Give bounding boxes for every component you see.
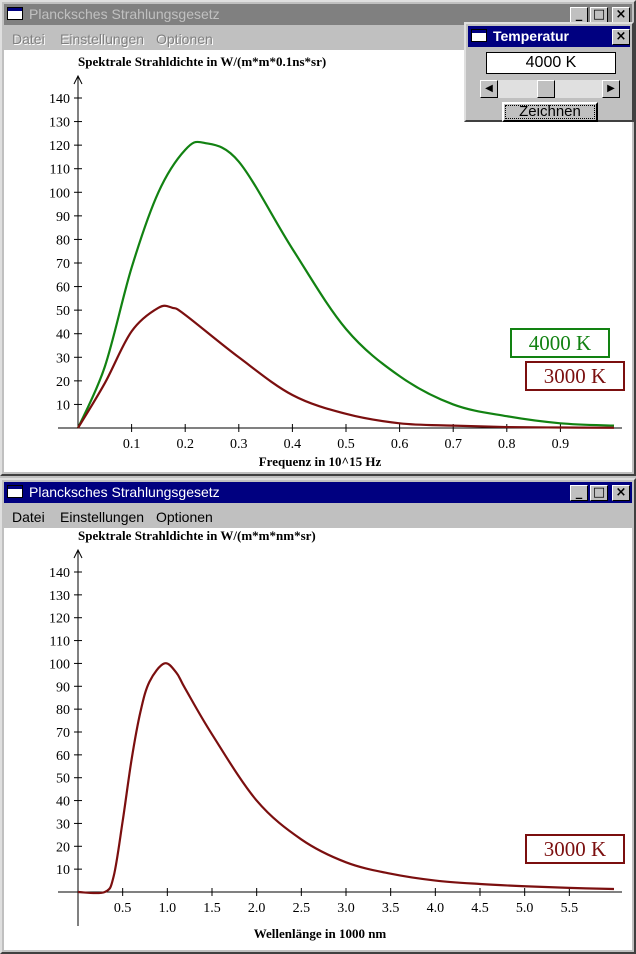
- x-tick-label: 0.7: [444, 437, 462, 452]
- y-tick-label: 110: [50, 163, 70, 178]
- y-tick-label: 40: [56, 328, 70, 343]
- window1-title: Plancksches Strahlungsgesetz: [29, 6, 220, 22]
- temperature-dialog: Temperatur × 4000 K ◀ ▶ Zeichnen: [464, 22, 634, 122]
- close-button[interactable]: ×: [612, 7, 630, 23]
- legend-3000k: 3000 K: [525, 834, 625, 864]
- wavelength-chart: Spektrale Strahldichte in W/(m*m*nm*sr) 1…: [49, 528, 622, 941]
- x-tick-label: 0.3: [230, 437, 248, 452]
- system-menu-icon[interactable]: [7, 7, 23, 20]
- temperature-slider-thumb[interactable]: [536, 80, 555, 98]
- close-button[interactable]: ×: [612, 29, 630, 45]
- temperature-titlebar[interactable]: Temperatur ×: [468, 26, 630, 47]
- y-tick-label: 100: [49, 657, 70, 672]
- x-tick-label: 0.1: [123, 437, 141, 452]
- x-tick-label: 5.0: [516, 901, 534, 916]
- legend-4000k-label: 4000 K: [528, 331, 592, 355]
- x-tick-label: 3.5: [382, 901, 400, 916]
- y-tick-label: 60: [56, 749, 70, 764]
- y-tick-label: 90: [56, 210, 70, 225]
- x-tick-label: 0.9: [552, 437, 570, 452]
- legend-3000k-label: 3000 K: [543, 837, 607, 861]
- y-tick-label: 10: [56, 398, 70, 413]
- window2-titlebar[interactable]: Plancksches Strahlungsgesetz _ □ ×: [4, 482, 632, 503]
- x-tick-label: 0.2: [176, 437, 194, 452]
- y-tick-label: 40: [56, 795, 70, 810]
- scroll-left-arrow-icon[interactable]: ◀: [480, 80, 498, 98]
- y-tick-label: 30: [56, 817, 70, 832]
- plot-area-wavelength: Spektrale Strahldichte in W/(m*m*nm*sr) 1…: [4, 528, 632, 950]
- series-line-3000k: [77, 662, 615, 895]
- series-line-4000k: [76, 140, 615, 429]
- y-tick-label: 120: [49, 139, 70, 154]
- close-button[interactable]: ×: [612, 485, 630, 501]
- window2-menubar: Datei Einstellungen Optionen: [4, 506, 632, 528]
- system-menu-icon[interactable]: [7, 485, 23, 498]
- x-tick-label: 1.0: [159, 901, 177, 916]
- y-tick-label: 120: [49, 612, 70, 627]
- window2-title: Plancksches Strahlungsgesetz: [29, 484, 220, 500]
- series-line-3000k: [77, 304, 615, 429]
- x-tick-label: 1.5: [203, 901, 221, 916]
- x-tick-label: 3.0: [337, 901, 355, 916]
- maximize-button[interactable]: □: [590, 7, 608, 23]
- y-tick-label: 70: [56, 257, 70, 272]
- scroll-right-arrow-icon[interactable]: ▶: [602, 80, 620, 98]
- minimize-button[interactable]: _: [570, 7, 588, 23]
- frequency-chart: Spektrale Strahldichte in W/(m*m*0.1ns*s…: [49, 54, 622, 469]
- x-tick-label: 2.0: [248, 901, 266, 916]
- y-tick-label: 140: [49, 92, 70, 107]
- menu-datei[interactable]: Datei: [12, 31, 45, 47]
- menu-optionen[interactable]: Optionen: [156, 509, 213, 525]
- system-menu-icon[interactable]: [471, 29, 487, 42]
- y-tick-label: 50: [56, 772, 70, 787]
- plot-window-wavelength: Plancksches Strahlungsgesetz _ □ × Datei…: [0, 478, 636, 954]
- x-tick-label: 2.5: [293, 901, 311, 916]
- menu-datei[interactable]: Datei: [12, 509, 45, 525]
- x-tick-label: 0.4: [284, 437, 302, 452]
- y-tick-label: 110: [50, 635, 70, 650]
- window1-titlebar[interactable]: Plancksches Strahlungsgesetz _ □ ×: [4, 4, 632, 25]
- x-axis-label: Frequenz in 10^15 Hz: [259, 454, 382, 469]
- y-tick-label: 70: [56, 726, 70, 741]
- y-tick-label: 60: [56, 281, 70, 296]
- y-tick-label: 20: [56, 840, 70, 855]
- x-tick-label: 0.5: [337, 437, 355, 452]
- x-tick-label: 0.8: [498, 437, 516, 452]
- y-tick-label: 80: [56, 703, 70, 718]
- y-tick-label: 10: [56, 863, 70, 878]
- y-tick-label: 30: [56, 351, 70, 366]
- y-tick-label: 100: [49, 186, 70, 201]
- x-tick-label: 4.5: [471, 901, 489, 916]
- menu-einstellungen[interactable]: Einstellungen: [60, 31, 145, 47]
- temperature-title: Temperatur: [493, 28, 569, 44]
- y-tick-label: 50: [56, 304, 70, 319]
- temperature-scrollbar[interactable]: ◀ ▶: [480, 80, 620, 98]
- y-axis-arrow-icon: [73, 548, 83, 559]
- minimize-button[interactable]: _: [570, 485, 588, 501]
- y-tick-label: 80: [56, 233, 70, 248]
- menu-optionen[interactable]: Optionen: [156, 31, 213, 47]
- menu-einstellungen[interactable]: Einstellungen: [60, 509, 145, 525]
- y-tick-label: 130: [49, 116, 70, 131]
- legend-3000k: 3000 K: [525, 361, 625, 391]
- legend-3000k-label: 3000 K: [543, 364, 607, 388]
- x-tick-label: 4.0: [427, 901, 445, 916]
- y-tick-label: 20: [56, 375, 70, 390]
- x-axis-label: Wellenlänge in 1000 nm: [254, 926, 387, 941]
- x-tick-label: 0.6: [391, 437, 409, 452]
- temperature-field[interactable]: 4000 K: [486, 52, 616, 74]
- x-tick-label: 5.5: [561, 901, 579, 916]
- y-tick-label: 130: [49, 589, 70, 604]
- x-tick-label: 0.5: [114, 901, 132, 916]
- y-tick-label: 90: [56, 680, 70, 695]
- y-axis-arrow-icon: [73, 74, 83, 85]
- maximize-button[interactable]: □: [590, 485, 608, 501]
- chart-title: Spektrale Strahldichte in W/(m*m*0.1ns*s…: [78, 54, 326, 69]
- window1-menubar: Datei Einstellungen Optionen: [4, 28, 632, 50]
- draw-button[interactable]: Zeichnen: [502, 102, 598, 122]
- y-tick-label: 140: [49, 566, 70, 581]
- legend-4000k: 4000 K: [510, 328, 610, 358]
- chart-title: Spektrale Strahldichte in W/(m*m*nm*sr): [78, 528, 316, 543]
